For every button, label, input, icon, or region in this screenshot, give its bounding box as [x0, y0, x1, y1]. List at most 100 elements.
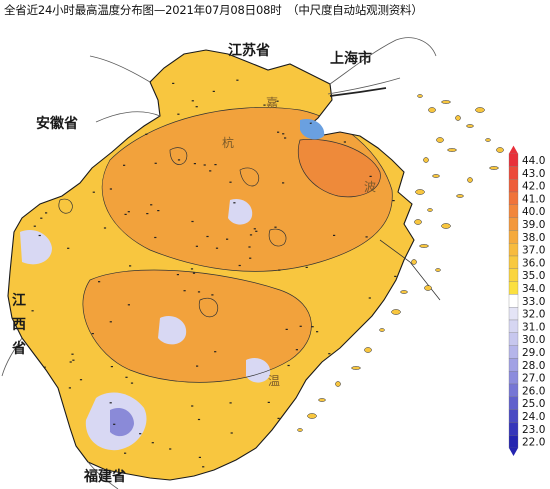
island — [424, 285, 432, 291]
hot-zone-south — [82, 269, 312, 383]
station-mark — [236, 79, 239, 81]
coast-line-north — [329, 87, 387, 97]
station-mark — [79, 379, 83, 381]
island — [441, 223, 451, 229]
legend-label: 44.0 — [522, 155, 545, 167]
station-mark — [154, 162, 157, 164]
station-mark — [368, 297, 371, 299]
station-mark — [274, 226, 277, 228]
station-mark — [191, 405, 194, 407]
island — [400, 290, 408, 294]
legend-label: 29.0 — [522, 347, 545, 359]
island — [466, 124, 474, 128]
island — [415, 189, 425, 195]
region-label-fujian: 福建省 — [84, 469, 126, 485]
legend-label: 24.0 — [522, 411, 545, 423]
island — [496, 147, 504, 153]
station-mark — [238, 264, 241, 267]
station-mark — [248, 246, 251, 248]
legend-swatch — [508, 191, 519, 205]
island — [432, 174, 440, 178]
legend-swatch — [508, 255, 519, 269]
station-mark — [392, 200, 395, 202]
station-mark — [169, 448, 172, 450]
station-mark — [316, 331, 319, 333]
coastal-islands — [297, 94, 504, 432]
station-mark — [91, 333, 94, 335]
hangzhou-bay — [300, 118, 325, 140]
neighbor-boundaries — [1, 37, 437, 489]
station-mark — [192, 272, 196, 274]
station-mark — [69, 361, 72, 363]
station-mark — [177, 159, 181, 161]
station-mark — [130, 382, 134, 384]
cool-zone-center — [228, 198, 253, 225]
station-mark — [177, 113, 180, 115]
legend-label: 40.0 — [522, 206, 545, 218]
station-mark — [226, 238, 229, 240]
legend-label: 43.0 — [522, 168, 545, 180]
city-label-hangzhou: 杭 — [222, 136, 235, 150]
station-mark — [127, 304, 130, 306]
region-label-shanghai: 上海市 — [330, 51, 372, 67]
station-mark — [284, 137, 287, 139]
cool-zone-west — [20, 229, 52, 265]
station-mark — [249, 234, 253, 236]
station-mark — [67, 247, 70, 249]
island — [427, 208, 433, 212]
station-mark — [233, 202, 236, 204]
legend-swatch — [508, 371, 519, 385]
station-mark — [229, 402, 232, 404]
station-mark — [305, 266, 308, 268]
station-mark — [253, 228, 256, 230]
station-mark — [263, 104, 266, 106]
region-label-anhui: 安徽省 — [36, 116, 78, 132]
legend-label: 27.0 — [522, 373, 545, 385]
station-mark — [249, 257, 252, 259]
island — [485, 138, 491, 142]
station-mark — [195, 106, 198, 108]
station-mark — [172, 82, 175, 84]
legend-label: 39.0 — [522, 219, 545, 231]
legend-swatch — [508, 281, 519, 295]
island — [447, 148, 457, 152]
island — [441, 100, 451, 104]
island — [455, 115, 461, 121]
legend-swatch — [508, 358, 519, 372]
station-mark — [285, 328, 288, 330]
station-mark — [154, 236, 157, 239]
legend-label: 38.0 — [522, 232, 545, 244]
station-mark — [125, 376, 128, 378]
station-mark — [71, 353, 74, 355]
station-mark — [124, 213, 127, 215]
station-mark — [343, 141, 346, 143]
temperature-legend: 44.043.042.041.040.039.038.037.036.035.0… — [508, 145, 545, 456]
legend-swatch — [508, 396, 519, 410]
station-mark — [113, 423, 116, 425]
legend-swatch — [508, 319, 519, 333]
legend-label: 28.0 — [522, 360, 545, 372]
legend-label: 33.0 — [522, 296, 545, 308]
island — [423, 157, 429, 163]
station-mark — [191, 100, 194, 102]
station-mark — [394, 275, 397, 277]
station-mark — [230, 432, 233, 434]
station-mark — [214, 164, 217, 166]
region-label-jiangsu: 江苏省 — [228, 43, 270, 59]
legend-swatch — [508, 153, 519, 167]
station-mark — [193, 163, 196, 165]
island — [428, 107, 436, 113]
island — [489, 166, 499, 170]
legend-swatch — [508, 435, 519, 449]
island — [364, 347, 372, 353]
station-mark — [190, 268, 194, 270]
legend-swatch — [508, 179, 519, 193]
legend-swatch — [508, 332, 519, 346]
station-mark — [176, 274, 179, 276]
cold-zone-southwest — [110, 407, 134, 437]
station-mark — [365, 236, 368, 238]
station-mark — [109, 402, 112, 404]
region-label-jiangxi-1: 江 — [12, 293, 26, 309]
island — [318, 398, 326, 402]
map-title: 全省近24小时最高温度分布图—2021年07月08日08时 （中尺度自动站观测资… — [4, 3, 423, 17]
